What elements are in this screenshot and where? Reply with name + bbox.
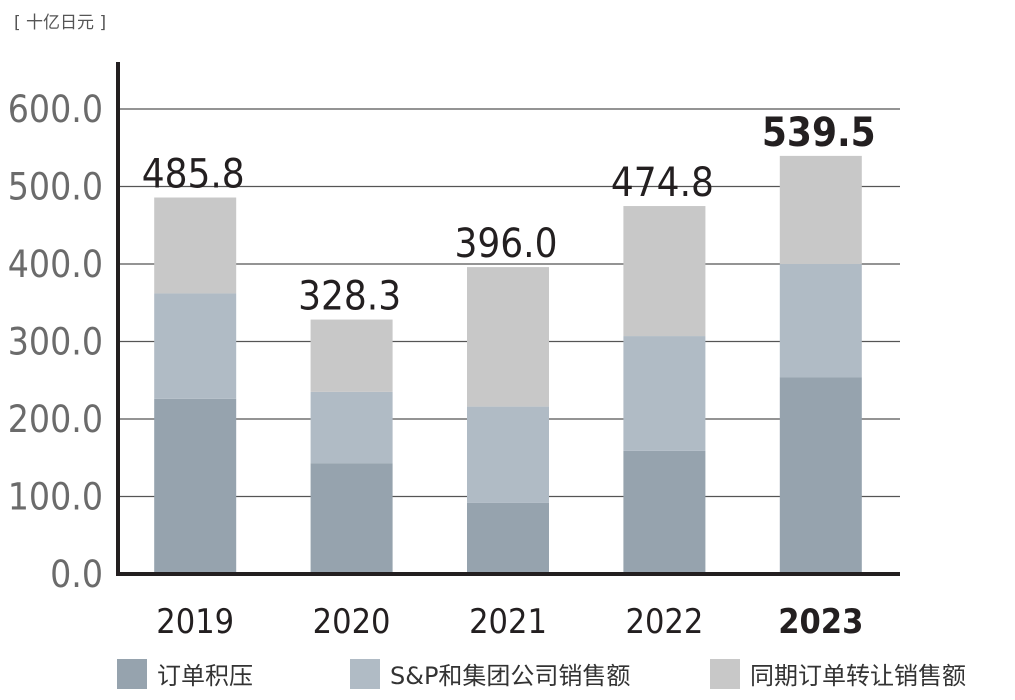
x-tick-label: 2023 (778, 602, 863, 642)
total-data-label: 328.3 (298, 274, 401, 320)
legend-swatch-same-period-order-sales (710, 658, 740, 689)
bar-segment (467, 502, 549, 574)
stacked-bar-chart: 0.0 100.0 200.0 300.0 400.0 500.0 600.0 485.8 20… (8, 62, 900, 642)
y-tick-label: 100.0 (8, 476, 103, 519)
legend-label-same-period-order-sales: 同期订单转让销售额 (750, 662, 966, 690)
bars (154, 155, 862, 574)
y-tick-label: 600.0 (8, 88, 103, 131)
legend-item-same-period-order-sales: 同期订单转让销售额 (710, 656, 966, 691)
y-tick-label: 500.0 (8, 166, 103, 209)
y-tick-label: 300.0 (8, 321, 103, 364)
labels: 0.0 100.0 200.0 300.0 400.0 500.0 600.0 485.8 20… (8, 88, 876, 642)
legend-label-sp-group-sales: S&P和集团公司销售额 (390, 662, 631, 690)
x-tick-label: 2019 (156, 602, 234, 642)
bar-segment (623, 206, 706, 337)
x-tick-label: 2020 (313, 602, 391, 642)
bar-segment (467, 267, 549, 407)
legend-label-backlog: 订单积压 (157, 662, 253, 690)
bar-segment (154, 293, 237, 399)
bar-segment (154, 197, 237, 294)
legend: 订单积压 S&P和集团公司销售额 同期订单转让销售额 (0, 656, 1015, 696)
y-tick-label: 0.0 (50, 553, 103, 596)
x-tick-label: 2022 (625, 602, 703, 642)
y-tick-label: 400.0 (8, 243, 103, 286)
bar-segment (623, 450, 706, 574)
bar-segment (623, 336, 706, 451)
legend-item-backlog: 订单积压 (117, 656, 253, 691)
total-data-label: 474.8 (611, 160, 714, 206)
total-data-label: 485.8 (142, 152, 245, 198)
legend-swatch-backlog (117, 658, 147, 689)
legend-swatch-sp-group-sales (350, 658, 380, 689)
bar-segment (310, 391, 393, 464)
total-data-label: 539.5 (762, 110, 876, 156)
bar-segment (779, 377, 862, 574)
bar-segment (310, 319, 393, 392)
legend-item-sp-group-sales: S&P和集团公司销售额 (350, 656, 630, 691)
axes (116, 62, 900, 576)
bar-segment (154, 398, 237, 574)
y-tick-label: 200.0 (8, 398, 103, 441)
bar-segment (779, 155, 862, 264)
bar-segment (467, 406, 549, 503)
x-tick-label: 2021 (469, 602, 547, 642)
unit-label: [ 十亿日元 ] (14, 13, 107, 33)
bar-segment (779, 264, 862, 378)
bar-segment (310, 463, 393, 574)
total-data-label: 396.0 (455, 221, 558, 267)
